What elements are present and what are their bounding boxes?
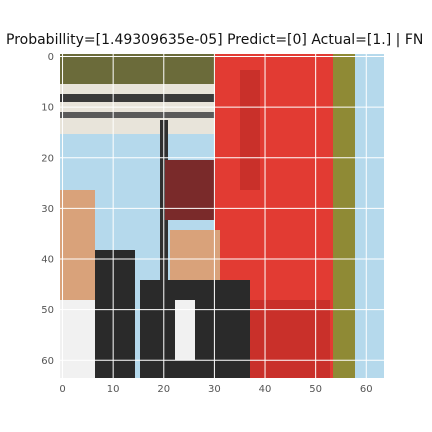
person-dark-left bbox=[95, 250, 135, 378]
pixel-image bbox=[60, 54, 384, 378]
shirt-front bbox=[175, 300, 195, 360]
x-tick-label: 50 bbox=[309, 384, 322, 395]
awning-region bbox=[60, 54, 215, 84]
y-tick-label: 50 bbox=[41, 305, 54, 316]
x-axis-ticks: 0 10 20 30 40 50 60 bbox=[59, 384, 372, 395]
red-lower bbox=[250, 300, 330, 378]
x-tick-label: 60 bbox=[360, 384, 373, 395]
x-tick-label: 40 bbox=[259, 384, 272, 395]
y-tick-label: 60 bbox=[41, 356, 54, 367]
y-tick-label: 40 bbox=[41, 255, 54, 266]
grid-lines bbox=[60, 54, 384, 378]
y-tick-label: 20 bbox=[41, 153, 54, 164]
y-tick-label: 10 bbox=[41, 103, 54, 114]
figure-title: Probabillity=[1.49309635e-05] Predict=[0… bbox=[6, 32, 424, 48]
roof-stripe bbox=[60, 94, 215, 102]
x-tick-label: 30 bbox=[208, 384, 221, 395]
olive-pillar bbox=[333, 54, 355, 378]
x-tick-label: 10 bbox=[107, 384, 120, 395]
x-tick-label: 20 bbox=[157, 384, 170, 395]
hat-region bbox=[165, 160, 215, 220]
rail-stripe bbox=[60, 112, 215, 118]
x-tick-label: 0 bbox=[59, 384, 65, 395]
right-sky bbox=[355, 54, 384, 378]
building-region bbox=[60, 84, 215, 134]
y-tick-label: 30 bbox=[41, 204, 54, 215]
red-shadow-region bbox=[240, 70, 260, 190]
y-axis-ticks: 0 10 20 30 40 50 60 bbox=[41, 52, 54, 367]
y-tick-label: 0 bbox=[48, 52, 54, 63]
